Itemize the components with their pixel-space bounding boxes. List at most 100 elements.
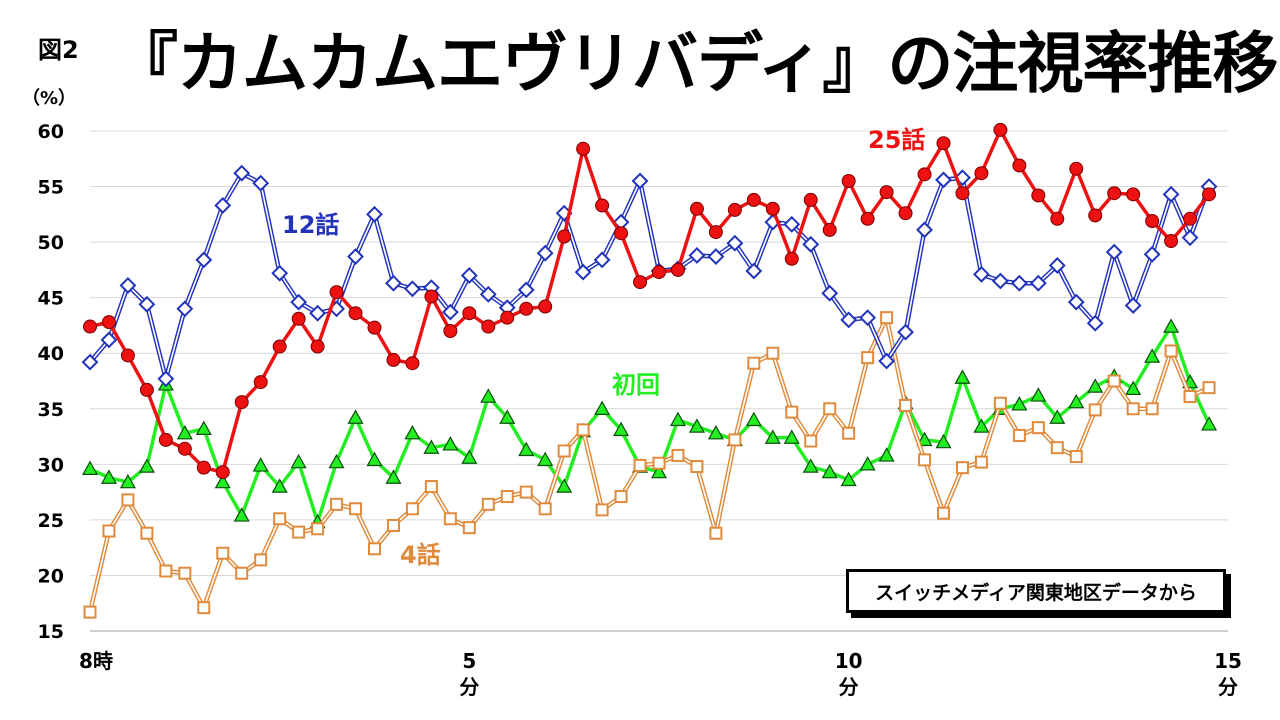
data-point-ep12 (1143, 245, 1161, 263)
data-point-ep12 (157, 370, 175, 388)
series-layer (81, 122, 1218, 619)
data-point-ep12 (252, 174, 270, 192)
data-point-ep25 (443, 324, 458, 338)
data-point-ep12 (271, 264, 289, 282)
data-point-ep1 (176, 424, 193, 440)
data-point-ep25 (481, 319, 496, 334)
data-point-ep25 (196, 460, 211, 475)
data-point-ep4 (690, 460, 704, 474)
data-point-ep25 (405, 356, 420, 371)
data-point-ep4 (842, 426, 856, 440)
data-point-ep4 (880, 311, 894, 325)
data-point-ep25 (614, 226, 629, 241)
y-tick-label: 45 (38, 288, 64, 310)
data-point-ep1 (328, 453, 345, 469)
data-point-ep4 (804, 434, 818, 448)
data-point-ep12 (840, 311, 858, 329)
data-point-ep25 (898, 206, 913, 221)
data-point-ep25 (462, 306, 477, 321)
data-point-ep4 (576, 423, 590, 437)
data-point-ep25 (120, 348, 135, 363)
data-point-ep12 (593, 251, 611, 269)
data-point-ep25 (310, 339, 325, 354)
data-point-ep25 (974, 166, 989, 181)
data-point-ep1 (461, 449, 478, 464)
data-point-ep1 (669, 411, 686, 427)
data-point-ep4 (424, 480, 438, 494)
data-point-ep1 (119, 473, 136, 489)
data-point-ep4 (614, 490, 628, 504)
data-point-ep25 (253, 375, 268, 390)
series-ep1 (81, 318, 1218, 529)
data-point-ep12 (1029, 274, 1047, 292)
data-point-ep4 (918, 453, 932, 467)
data-point-ep25 (708, 225, 723, 240)
data-point-ep25 (538, 299, 553, 314)
data-point-ep4 (766, 346, 780, 360)
x-tick-label: 10 (835, 649, 863, 673)
data-point-ep1 (821, 463, 838, 479)
data-point-ep25 (784, 251, 799, 266)
data-point-ep25 (1183, 211, 1198, 226)
data-point-ep12 (536, 244, 554, 262)
data-point-ep25 (101, 315, 116, 330)
x-tick-label: 15 (1214, 649, 1242, 673)
data-point-ep25 (1050, 211, 1065, 226)
data-point-ep12 (479, 285, 497, 303)
y-tick-label: 60 (38, 121, 64, 143)
data-point-ep4 (254, 553, 268, 567)
data-point-ep25 (329, 285, 344, 300)
data-point-ep4 (671, 448, 685, 462)
data-point-ep25 (993, 122, 1008, 137)
data-point-ep12 (859, 309, 877, 327)
data-point-ep1 (423, 439, 440, 454)
y-tick-label: 35 (38, 399, 64, 421)
data-point-ep12 (176, 300, 194, 318)
data-point-ep12 (460, 267, 478, 284)
x-unit-label: 分 (839, 675, 859, 699)
data-point-ep1 (499, 409, 516, 424)
data-point-ep1 (1125, 380, 1142, 395)
series-label-ep12: 12話 (282, 211, 339, 239)
data-point-ep4 (443, 512, 457, 526)
data-point-ep4 (178, 566, 192, 580)
data-point-ep25 (955, 186, 970, 201)
data-point-ep1 (859, 456, 876, 471)
data-point-ep4 (235, 566, 249, 580)
data-point-ep4 (1164, 344, 1178, 358)
data-point-ep4 (955, 461, 969, 475)
data-point-ep12 (100, 331, 118, 349)
y-tick-label: 40 (38, 343, 64, 365)
data-point-ep1 (480, 388, 497, 403)
data-point-ep1 (442, 436, 459, 451)
data-point-ep4 (1107, 374, 1121, 388)
series-ep25 (83, 122, 1217, 480)
data-point-ep25 (139, 382, 154, 397)
data-point-ep1 (385, 469, 402, 484)
data-point-ep25 (177, 441, 192, 456)
y-tick-label: 30 (38, 454, 64, 476)
y-tick-label: 15 (38, 621, 64, 643)
data-point-ep25 (841, 174, 856, 188)
data-point-ep12 (138, 295, 156, 313)
data-point-ep4 (121, 493, 135, 507)
data-point-ep1 (802, 458, 819, 473)
data-point-ep4 (1069, 450, 1083, 464)
y-tick-label: 20 (38, 565, 64, 587)
data-point-ep1 (81, 460, 99, 475)
data-point-ep4 (140, 526, 154, 540)
figure-label: 図2 (38, 36, 79, 64)
data-point-ep4 (1012, 428, 1026, 442)
data-point-ep25 (234, 395, 249, 410)
data-point-ep12 (1086, 314, 1104, 332)
data-point-ep25 (1031, 188, 1046, 203)
data-point-ep1 (707, 424, 724, 440)
chart-title: 『カムカムエヴリバディ』の注視率推移 (112, 25, 1278, 102)
data-point-ep1 (366, 451, 383, 467)
data-point-ep12 (517, 281, 535, 299)
data-point-ep4 (1183, 390, 1197, 404)
data-point-ep4 (1031, 421, 1045, 435)
data-point-ep4 (861, 351, 875, 365)
data-point-ep4 (197, 601, 211, 615)
